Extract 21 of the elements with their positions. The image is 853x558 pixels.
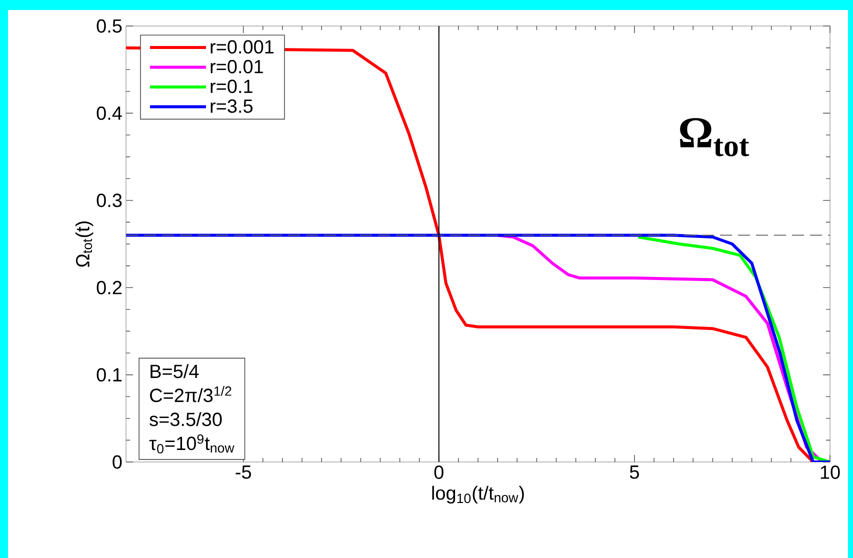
text: Ω$_{tot}$ — [680, 118, 750, 156]
y-tick-label: 0.4 — [96, 106, 122, 120]
y-axis-title: Ω$_{tot}$(t) — [75, 221, 94, 267]
y-tick-label: 0.3 — [96, 194, 122, 208]
x-tick-label: 5 — [630, 466, 639, 479]
annotation: C=2π/3$^{1/2}$ — [150, 386, 232, 402]
y-tick-label: 0.5 — [96, 19, 122, 33]
legend-label: r=0.001 — [210, 40, 274, 54]
y-tick-label: 0.1 — [96, 368, 122, 382]
x-tick-label: 0 — [434, 466, 444, 479]
legend-label: r=3.5 — [210, 99, 253, 113]
legend-label: r=0.1 — [210, 80, 252, 94]
annotation: τ$_{0}$=10$^{9}$t$_{now}$ — [149, 434, 234, 454]
x-tick-label: 10 — [820, 466, 840, 479]
annotation: s=3.5/30 — [150, 412, 222, 426]
y-tick-label: 0.2 — [96, 280, 122, 294]
x-axis-title: log$_{10}$(t/t$_{now}$) — [432, 486, 524, 504]
annotation: B=5/4 — [150, 364, 199, 378]
x-tick-label: -5 — [236, 466, 251, 479]
y-tick-label: 0 — [112, 455, 122, 469]
legend-label: r=0.01 — [210, 60, 263, 74]
